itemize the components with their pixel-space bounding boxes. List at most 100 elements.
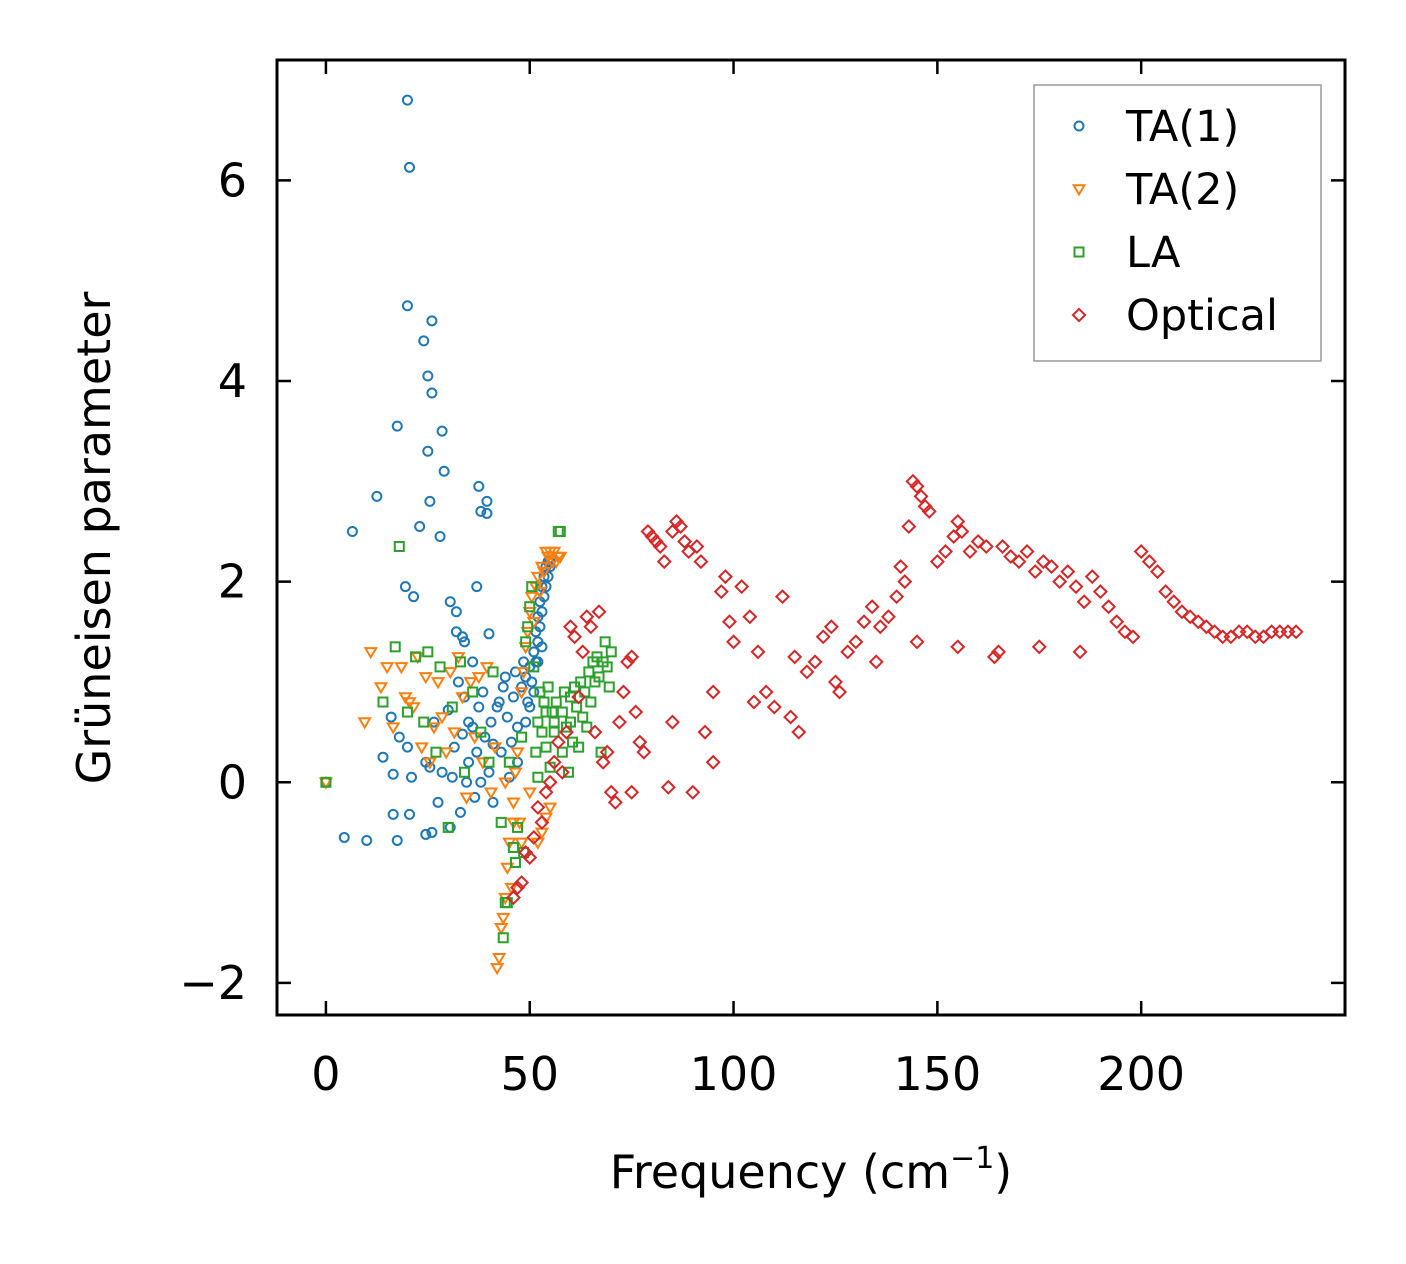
point-optical	[978, 539, 994, 555]
point-optical	[611, 714, 627, 730]
point-ta-2	[443, 667, 458, 680]
x-axis-title-main: Frequency (cm	[610, 1145, 950, 1199]
point-optical	[986, 649, 1002, 665]
point-ta-1	[481, 495, 493, 507]
point-optical	[827, 674, 843, 690]
point-ta-1	[422, 445, 434, 457]
point-optical	[791, 724, 807, 740]
point-ta-2	[532, 586, 548, 600]
point-ta-2	[489, 963, 505, 976]
point-optical	[954, 523, 970, 539]
point-optical	[620, 654, 636, 670]
point-ta-1	[475, 505, 487, 517]
point-optical	[766, 699, 782, 715]
point-ta-1	[424, 495, 436, 507]
point-ta-1	[540, 581, 552, 593]
x-tick-label: 50	[500, 1047, 559, 1101]
point-ta-2	[487, 742, 503, 755]
point-la	[585, 696, 597, 708]
point-ta-1	[481, 507, 493, 519]
point-ta-2	[542, 802, 558, 815]
point-la	[554, 525, 566, 537]
point-ta-1	[403, 808, 415, 820]
point-la	[583, 666, 595, 678]
point-ta-2	[455, 692, 470, 705]
point-optical	[689, 539, 705, 555]
point-la	[410, 651, 422, 663]
point-la	[320, 776, 332, 788]
point-la	[577, 711, 589, 723]
point-optical	[583, 619, 599, 635]
point-ta-2	[496, 912, 511, 926]
point-ta-1	[418, 335, 430, 347]
point-optical	[783, 709, 799, 725]
point-optical	[530, 799, 546, 815]
point-ta-1	[385, 711, 397, 723]
point-optical	[591, 604, 607, 620]
axis-ticks	[277, 60, 1345, 1015]
point-ta-2	[463, 677, 478, 690]
point-ta-2	[471, 672, 486, 685]
point-ta-1	[493, 696, 505, 708]
point-optical	[567, 629, 583, 645]
point-optical	[872, 619, 888, 635]
point-ta-1	[536, 641, 548, 653]
point-ta-2	[459, 792, 474, 805]
point-optical	[656, 554, 672, 570]
point-ta-2	[363, 647, 378, 660]
point-la	[475, 726, 487, 738]
point-la	[593, 671, 605, 683]
point-optical	[1035, 554, 1051, 570]
point-ta-2	[522, 787, 537, 800]
point-la	[605, 646, 617, 658]
point-la	[483, 756, 495, 768]
point-ta-1	[495, 746, 507, 758]
point-optical	[807, 654, 823, 670]
point-ta-2	[518, 642, 533, 655]
point-optical	[1003, 549, 1019, 565]
point-optical	[550, 734, 566, 750]
point-optical	[1288, 624, 1304, 640]
point-ta-1	[387, 768, 399, 780]
point-optical	[848, 634, 864, 650]
point-optical	[636, 744, 652, 760]
x-tick-label: 200	[1097, 1047, 1185, 1101]
point-ta-1	[524, 701, 536, 713]
point-optical	[1101, 599, 1117, 615]
point-optical	[1182, 609, 1198, 625]
point-ta-1	[459, 636, 471, 648]
point-la	[581, 721, 593, 733]
point-la	[507, 841, 519, 853]
point-ta-1	[371, 490, 383, 502]
point-optical	[1166, 594, 1182, 610]
point-ta-1	[346, 525, 358, 537]
tick-labels: 0 50 100 150 200 −2 0 2 4 6	[179, 153, 1185, 1101]
point-optical	[514, 875, 530, 891]
point-ta-2	[500, 862, 515, 875]
point-optical	[660, 779, 676, 795]
point-ta-1	[507, 691, 519, 703]
point-ta-1	[438, 465, 450, 477]
point-optical	[1044, 559, 1059, 575]
point-optical	[721, 614, 737, 630]
x-tick-label: 100	[690, 1047, 778, 1101]
point-ta-1	[391, 834, 403, 846]
point-la	[548, 726, 560, 738]
point-optical	[742, 609, 758, 625]
point-ta-2	[439, 747, 454, 760]
point-la	[530, 746, 542, 758]
point-ta-1	[377, 751, 389, 763]
y-tick-label: 0	[218, 755, 247, 809]
point-optical	[526, 829, 542, 845]
point-ta-2	[524, 591, 539, 605]
point-ta-2	[386, 722, 401, 735]
point-la	[401, 706, 413, 718]
point-optical	[1190, 614, 1206, 630]
point-optical	[1109, 614, 1125, 630]
point-ta-1	[467, 656, 479, 668]
point-optical	[505, 890, 521, 906]
point-ta-1	[452, 676, 464, 688]
point-ta-2	[373, 682, 389, 695]
point-optical	[705, 684, 721, 700]
point-ta-2	[430, 677, 446, 690]
